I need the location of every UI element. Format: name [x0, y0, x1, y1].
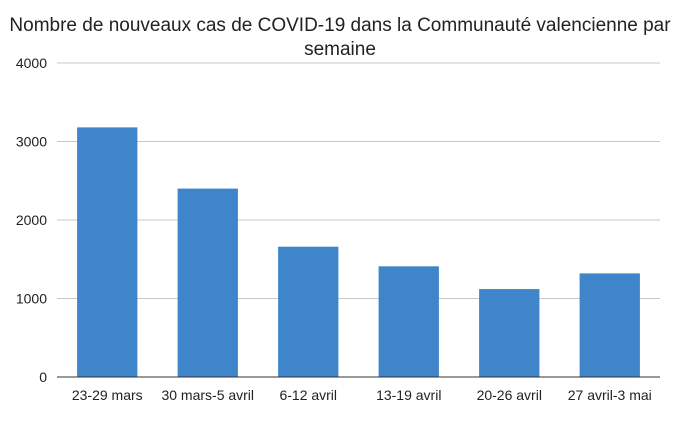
x-tick-label: 6-12 avril: [279, 387, 337, 403]
grid-lines: [57, 62, 660, 299]
y-tick-label: 2000: [16, 212, 47, 228]
y-tick-label: 1000: [16, 291, 47, 307]
x-tick-label: 27 avril-3 mai: [568, 387, 652, 403]
x-tick-label: 30 mars-5 avril: [161, 387, 254, 403]
y-tick-label: 3000: [16, 134, 47, 150]
bar: [177, 188, 238, 377]
y-tick-label: 4000: [16, 55, 47, 71]
chart-title-line-2: semaine: [304, 39, 376, 60]
bar: [378, 266, 439, 377]
bar: [278, 246, 339, 377]
bar: [579, 273, 640, 377]
x-tick-label: 20-26 avril: [477, 387, 542, 403]
y-tick-label: 0: [39, 369, 47, 385]
bar: [479, 289, 540, 377]
x-tick-label: 13-19 avril: [376, 387, 441, 403]
chart-title-line-1: Nombre de nouveaux cas de COVID-19 dans …: [9, 15, 671, 36]
y-axis-ticks: 0 1000 2000 3000 4000: [16, 55, 47, 385]
x-axis-ticks: 23-29 mars 30 mars-5 avril 6-12 avril 13-19…: [72, 387, 652, 403]
bars: [77, 127, 640, 378]
bar: [77, 127, 138, 378]
x-tick-label: 23-29 mars: [72, 387, 143, 403]
